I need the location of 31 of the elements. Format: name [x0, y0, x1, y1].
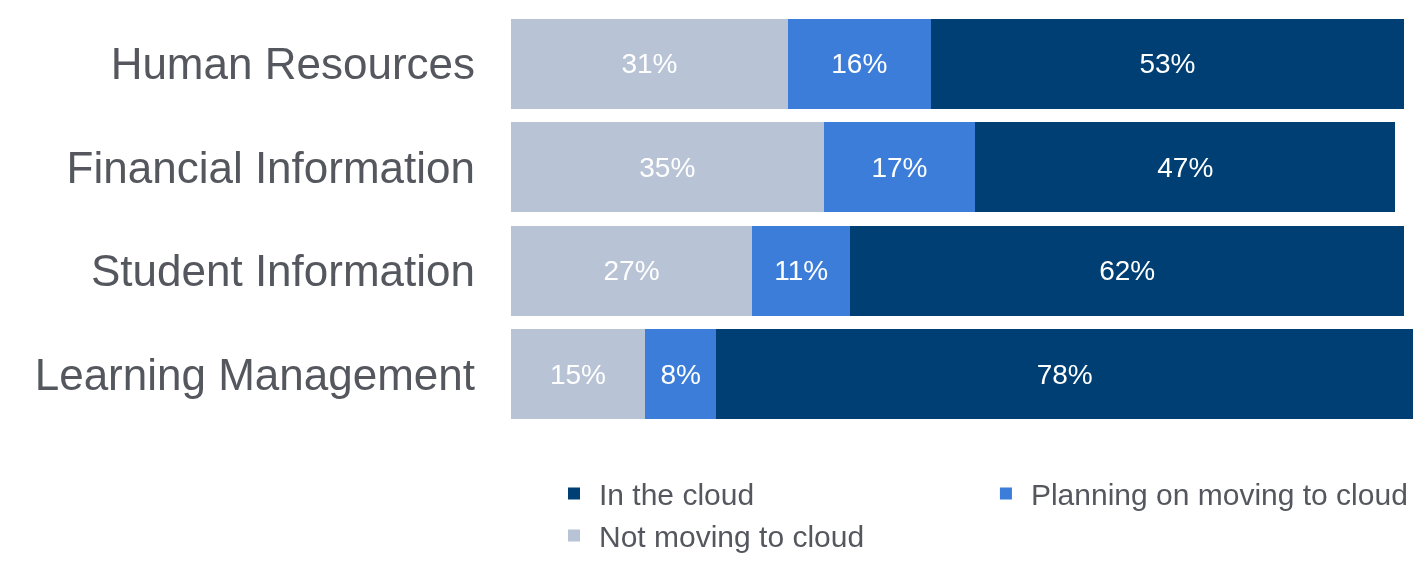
data-label: 62% — [1099, 255, 1156, 287]
data-label: 15% — [549, 358, 606, 390]
y-tick-label: Student Information — [90, 246, 475, 296]
data-label: 27% — [603, 255, 660, 287]
legend-label: Not moving to cloud — [599, 520, 865, 554]
legend-label: Planning on moving to cloud — [1030, 478, 1408, 512]
bar — [511, 122, 824, 213]
bar — [975, 122, 1396, 213]
data-label: 8% — [660, 358, 701, 390]
bar — [511, 225, 753, 316]
bar — [752, 225, 851, 316]
legend-label: In the cloud — [599, 478, 755, 512]
data-label: 53% — [1139, 48, 1196, 80]
data-label: 17% — [871, 151, 928, 183]
data-label: 11% — [774, 255, 829, 287]
y-tick-label: Human Resources — [110, 39, 475, 89]
bar — [716, 329, 1413, 420]
bar — [850, 225, 1405, 316]
data-label: 16% — [831, 48, 888, 80]
data-label: 78% — [1036, 358, 1093, 390]
y-tick-label: Financial Information — [66, 142, 475, 192]
bar — [823, 122, 976, 213]
data-label: 31% — [621, 48, 678, 80]
data-label: 35% — [639, 151, 696, 183]
bar — [930, 18, 1405, 109]
y-tick-label: Learning Management — [34, 349, 475, 399]
bar — [511, 329, 645, 420]
bar — [787, 18, 931, 109]
bar — [511, 18, 788, 109]
bar — [644, 329, 717, 420]
data-label: 47% — [1157, 151, 1214, 183]
